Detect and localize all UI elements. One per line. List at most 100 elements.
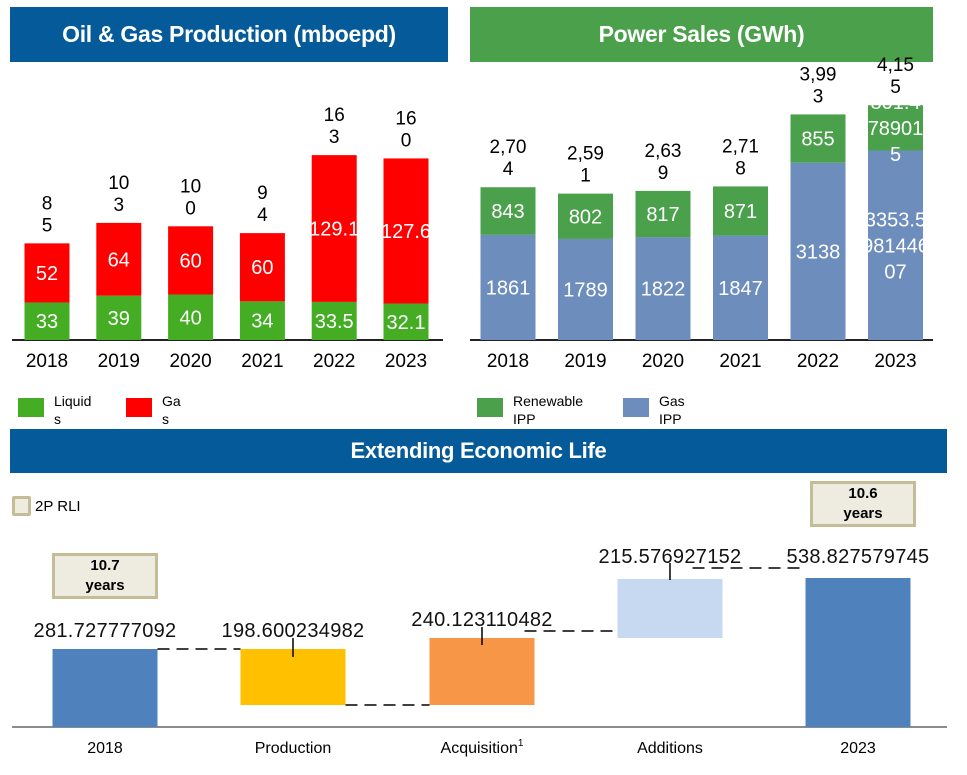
rli-value: 10.6	[848, 485, 878, 502]
bar-renewable-ipp	[480, 187, 536, 235]
bar-renewable-ipp	[868, 105, 923, 151]
rli-legend: 2P RLI	[12, 496, 81, 516]
bar-value-label: 129.1	[309, 219, 359, 241]
bar-gas	[96, 222, 142, 296]
bar-gas-ipp	[713, 235, 768, 340]
bar-renewable-ipp	[635, 190, 691, 238]
total-label: 16 3	[324, 105, 345, 148]
bar-value-label: 3138	[796, 241, 841, 263]
legend-item-renewable-ipp: Renewable IPP	[477, 392, 593, 428]
legend-label: Liquids	[54, 393, 92, 427]
waterfall-value-label: 281.727777092	[34, 620, 177, 642]
oil-gas-title: Oil & Gas Production (mboepd)	[10, 7, 448, 62]
bar-gas-ipp	[790, 162, 846, 340]
bar-value-label: 817	[646, 204, 679, 226]
total-label: 4,15 5	[877, 55, 914, 98]
bar-gas-ipp	[635, 237, 691, 340]
x-tick-label: Acquisition1	[441, 738, 524, 757]
bar-value-label: 127.6	[381, 221, 431, 243]
total-label: 2,70 4	[490, 137, 527, 180]
renewable-ipp-swatch	[477, 398, 503, 417]
waterfall-value-label: 215.576927152	[599, 546, 742, 568]
liquids-swatch	[18, 398, 44, 417]
bar-value-label: 39	[108, 308, 130, 330]
bar-gas	[383, 158, 429, 304]
bar-value-label: 34	[251, 311, 273, 333]
legend-item-gas-ipp: Gas IPP	[623, 392, 699, 428]
bar-value-label: 3353.5 981446 07	[862, 209, 929, 283]
bar-renewable-ipp	[790, 114, 846, 163]
bar-value-label: 1847	[718, 278, 763, 300]
total-label: 2,59 1	[567, 144, 604, 187]
total-label: 2,71 8	[722, 136, 759, 179]
legend-item-gas: Gas	[126, 392, 182, 428]
oil-gas-legend: Liquids Gas	[18, 392, 212, 428]
waterfall-bar-2023	[805, 578, 911, 727]
legend-label: Renewable IPP	[513, 393, 584, 427]
gas-swatch	[126, 398, 152, 417]
bar-value-label: 801.4 78901 5	[868, 92, 924, 166]
total-label: 10 0	[180, 176, 201, 219]
bar-gas-ipp	[558, 238, 613, 340]
total-label: 10 3	[108, 173, 129, 216]
rli-unit: years	[85, 577, 125, 594]
legend-label: 2P RLI	[35, 497, 81, 515]
rli-unit: years	[843, 505, 883, 522]
waterfall-bar-acquisition	[429, 638, 535, 705]
economic-life-title: Extending Economic Life	[10, 429, 947, 473]
legend-label: Gas	[162, 393, 181, 427]
bar-gas	[24, 243, 70, 303]
x-tick-label: 2023	[874, 351, 916, 372]
bar-liquids	[96, 295, 142, 340]
bar-gas	[311, 155, 357, 302]
x-tick-label: 2018	[487, 351, 529, 372]
bar-renewable-ipp	[558, 193, 613, 239]
rli-swatch	[12, 496, 31, 516]
bar-value-label: 1789	[563, 279, 608, 301]
bar-gas-ipp	[480, 234, 536, 340]
bar-value-label: 33	[36, 311, 58, 333]
waterfall-value-label: 538.827579745	[787, 546, 930, 568]
bar-value-label: 33.5	[315, 311, 354, 333]
waterfall-value-label: 240.123110482	[411, 609, 552, 631]
bar-value-label: 1861	[486, 277, 531, 299]
bar-liquids	[24, 302, 70, 340]
bar-renewable-ipp	[713, 186, 768, 236]
bar-value-label: 32.1	[387, 312, 426, 334]
x-tick-label: 2020	[642, 351, 684, 372]
bar-value-label: 40	[179, 307, 201, 329]
x-tick-label: 2019	[564, 351, 606, 372]
bar-gas-ipp	[868, 150, 923, 340]
bar-value-label: 52	[36, 263, 58, 285]
bar-gas	[168, 226, 214, 295]
x-tick-label: Additions	[637, 740, 703, 757]
x-tick-label: Production	[255, 740, 332, 757]
legend-label: Gas IPP	[659, 393, 685, 427]
rli-annotation-2018: 10.7 years	[52, 553, 158, 599]
x-tick-label: 2022	[313, 351, 355, 372]
x-tick-label: 2023	[840, 740, 876, 757]
bar-value-label: 1822	[641, 279, 686, 301]
power-sales-legend: Renewable IPP Gas IPP	[477, 392, 729, 428]
bar-liquids	[383, 303, 429, 340]
bar-value-label: 855	[801, 129, 834, 151]
total-label: 3,99 3	[800, 64, 837, 107]
total-label: 16 0	[395, 108, 416, 151]
bar-liquids	[168, 294, 214, 340]
oil-gas-chart: 33 52 8 5 2018 39 64 10 3 2019 40 60 10 0 2020 34 60 9 4 20…	[12, 105, 443, 372]
bar-liquids	[239, 301, 285, 340]
gas-ipp-swatch	[623, 398, 649, 417]
total-label: 2,63 9	[645, 141, 682, 184]
waterfall-bar-production	[240, 649, 346, 705]
power-sales-chart: 1861 843 2,70 4 2018 1789 802 2,59 1 2019 1822 817 2…	[470, 55, 933, 372]
power-sales-title: Power Sales (GWh)	[470, 7, 933, 62]
bar-value-label: 871	[724, 201, 757, 223]
bar-liquids	[311, 301, 357, 340]
rli-value: 10.7	[90, 557, 120, 574]
bar-value-label: 60	[179, 250, 201, 272]
bar-value-label: 60	[251, 257, 273, 279]
waterfall-bar-2018	[52, 649, 158, 727]
